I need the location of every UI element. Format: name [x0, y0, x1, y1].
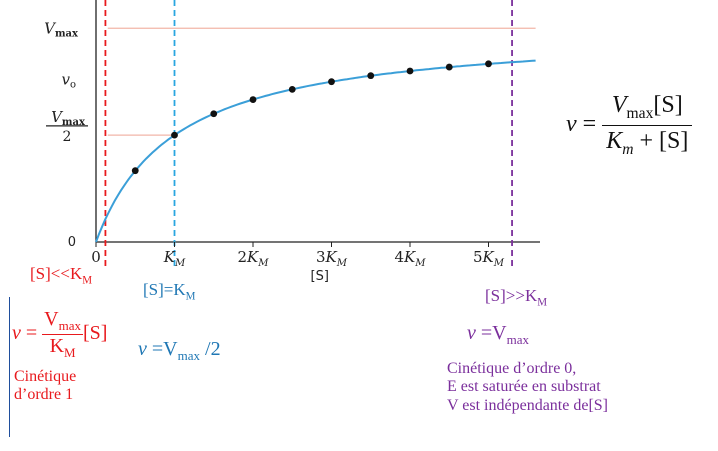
- half-vmax-formula: v =Vmax /2: [138, 338, 221, 363]
- data-point-9: [445, 63, 453, 71]
- x-tick-label-4: 4KM: [394, 248, 426, 269]
- first-order-text: Cinétique d’ordre 1: [14, 368, 77, 404]
- data-point-2: [171, 131, 178, 139]
- x-tick-label-5: 5KM: [473, 248, 505, 269]
- y-tick-label-vmax: Vmax: [44, 19, 79, 39]
- data-point-4: [249, 96, 257, 103]
- high-substrate-label: [S]>>KM: [485, 286, 548, 309]
- low-substrate-label: [S]<<KM: [30, 264, 93, 287]
- km-substrate-label: [S]=KM: [143, 280, 196, 303]
- y-tick-label-vo: vo: [61, 70, 76, 90]
- data-point-8: [406, 67, 414, 75]
- rate-curve: [95, 59, 536, 243]
- data-point-6: [328, 78, 335, 86]
- data-point-1: [131, 167, 139, 175]
- data-point-5: [288, 85, 296, 93]
- x-tick-label-1: KM: [163, 248, 186, 269]
- y-tick-label-half-num: Vmax: [51, 108, 86, 128]
- x-tick-label-3: 3KM: [316, 248, 348, 269]
- left-divider: [9, 297, 10, 437]
- michaelis-menten-equation: v = Vmax[S] Km + [S]: [566, 92, 693, 159]
- y-tick-label-half-den: 2: [63, 129, 72, 145]
- first-order-formula: v = Vmax KM [S]: [12, 308, 108, 360]
- data-point-7: [367, 72, 375, 80]
- y-tick-label-0: 0: [68, 235, 76, 250]
- x-axis-title: [S]: [311, 269, 329, 284]
- zero-order-formula: v =Vmax: [467, 322, 530, 347]
- x-tick-label-2: 2KM: [237, 248, 269, 269]
- data-point-3: [210, 110, 218, 118]
- x-tick-label-0: 0: [91, 248, 101, 266]
- zero-order-text: Cinétique d’ordre 0, E est saturée en su…: [447, 360, 608, 414]
- data-point-10: [485, 60, 492, 68]
